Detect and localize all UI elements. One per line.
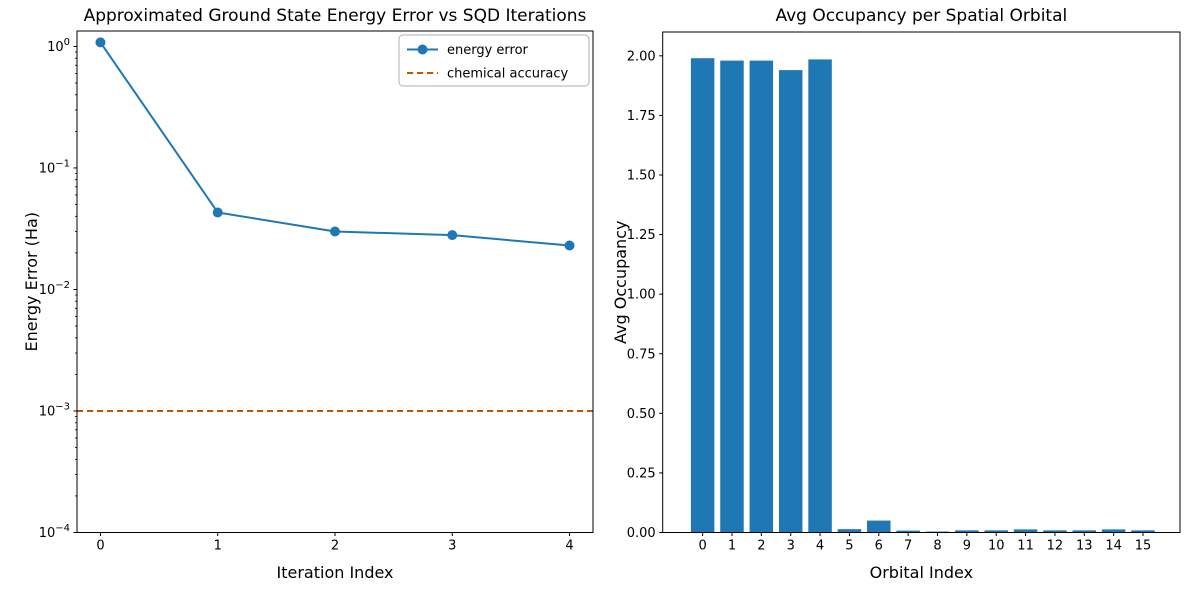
occupancy-bar — [808, 59, 832, 533]
x-tick-label: 7 — [904, 539, 912, 554]
legend-label-chemical-accuracy: chemical accuracy — [447, 67, 568, 82]
x-tick-label: 9 — [963, 539, 971, 554]
y-tick-label: 10−2 — [39, 280, 70, 298]
energy-error-chart: 0 1 2 3 4 100 10−1 10−2 10−3 10−4 Approximated Gro… — [22, 6, 594, 582]
x-tick-label: 12 — [1047, 539, 1064, 554]
x-tick-label: 3 — [787, 539, 795, 554]
x-tick-label: 11 — [1017, 539, 1034, 554]
occupancy-bar — [1101, 529, 1126, 533]
y-tick-label: 1.25 — [627, 228, 656, 243]
y-tick-label: 0.25 — [627, 466, 656, 481]
x-axis-ticks: 0 1 2 3 4 — [96, 532, 574, 554]
x-tick-label: 4 — [565, 539, 573, 554]
occupancy-bar — [867, 520, 891, 533]
y-tick-label: 1.75 — [627, 109, 656, 124]
data-point-marker — [564, 240, 575, 251]
x-tick-label: 1 — [728, 539, 736, 554]
occupancy-bar — [690, 58, 715, 533]
occupancy-bar — [1013, 529, 1038, 533]
y-tick-label: 100 — [47, 37, 70, 55]
y-tick-label: 1.00 — [627, 288, 656, 303]
x-tick-label: 1 — [214, 539, 222, 554]
data-point-marker — [447, 230, 458, 241]
right-y-axis-label: Avg Occupancy — [611, 221, 630, 344]
right-chart-title: Avg Occupancy per Spatial Orbital — [775, 6, 1067, 26]
x-tick-label: 0 — [96, 539, 104, 554]
right-x-axis-label: Orbital Index — [870, 563, 973, 582]
x-tick-label: 4 — [816, 539, 824, 554]
x-tick-label: 13 — [1076, 539, 1093, 554]
occupancy-bar — [1072, 530, 1097, 533]
y-axis-minor-ticks — [75, 51, 77, 497]
x-tick-label: 2 — [757, 539, 765, 554]
x-tick-label: 0 — [698, 539, 706, 554]
data-point-marker — [212, 207, 223, 218]
y-tick-label: 1.50 — [627, 169, 656, 184]
occupancy-bar — [778, 70, 803, 533]
y-tick-label: 0.75 — [627, 347, 656, 362]
occupancy-bar — [720, 60, 744, 533]
data-point-marker — [95, 37, 106, 48]
x-tick-label: 14 — [1105, 539, 1122, 554]
y-tick-label: 0.50 — [627, 407, 656, 422]
occupancy-bar — [1131, 530, 1155, 533]
y-axis-ticks: 100 10−1 10−2 10−3 10−4 — [39, 37, 77, 541]
x-tick-label: 2 — [331, 539, 339, 554]
y-axis-ticks: 0.00 0.25 0.50 0.75 1.00 1.25 1.50 1.75 2.00 — [627, 49, 663, 541]
occupancy-bar — [749, 60, 774, 533]
x-tick-label: 10 — [988, 539, 1005, 554]
x-tick-label: 8 — [933, 539, 941, 554]
occupancy-bar — [837, 529, 862, 533]
left-x-axis-label: Iteration Index — [277, 563, 394, 582]
legend: energy error chemical accuracy — [398, 34, 590, 87]
axes-spines — [662, 31, 1181, 533]
x-tick-label: 3 — [448, 539, 456, 554]
occupancy-bar — [955, 530, 979, 533]
legend-box — [398, 34, 590, 87]
y-tick-label: 10−1 — [39, 158, 70, 176]
legend-label-energy-error: energy error — [447, 43, 529, 58]
axes-spines — [76, 30, 594, 533]
y-tick-label: 10−4 — [39, 523, 70, 541]
occupancy-chart: 0 1 2 3 4 5 6 7 8 9 10 11 12 13 14 150.000.250.500.751.… — [611, 6, 1181, 582]
x-tick-label: 15 — [1135, 539, 1152, 554]
x-axis-ticks: 0 1 2 3 4 5 6 7 8 9 10 11 12 13 14 15 — [698, 532, 1152, 554]
x-tick-label: 6 — [875, 539, 883, 554]
legend-marker-sample — [417, 44, 428, 55]
occupancy-bar — [896, 530, 920, 533]
occupancy-bar — [984, 530, 1008, 533]
energy-error-markers — [95, 37, 575, 251]
left-chart-title: Approximated Ground State Energy Error v… — [84, 6, 587, 26]
y-tick-label: 2.00 — [627, 49, 656, 64]
y-tick-label: 0.00 — [627, 526, 656, 541]
x-tick-label: 5 — [845, 539, 853, 554]
occupancy-bars — [690, 58, 1155, 533]
y-tick-label: 10−3 — [39, 401, 70, 419]
left-y-axis-label: Energy Error (Ha) — [22, 212, 41, 352]
occupancy-bar — [1043, 530, 1067, 533]
data-point-marker — [330, 226, 340, 237]
